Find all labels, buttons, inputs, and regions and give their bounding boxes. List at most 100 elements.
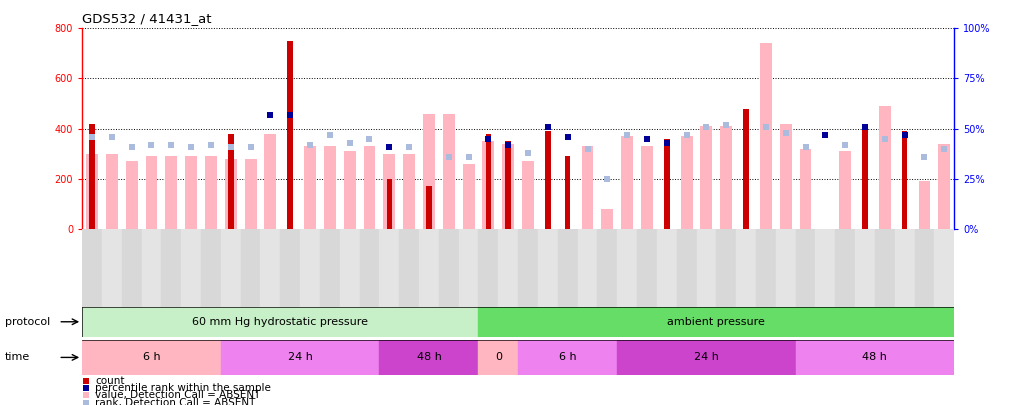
Bar <box>503 144 514 229</box>
Bar <box>459 229 478 332</box>
Bar <box>463 164 474 229</box>
Bar <box>241 229 261 332</box>
Bar <box>426 186 432 229</box>
Bar <box>839 151 852 229</box>
Bar <box>914 229 935 332</box>
Bar <box>664 139 670 229</box>
Bar <box>578 229 597 332</box>
Bar <box>677 229 697 332</box>
Bar <box>106 153 118 229</box>
Bar <box>439 229 459 332</box>
Bar <box>125 161 137 229</box>
Bar <box>221 229 241 332</box>
Text: count: count <box>95 376 125 386</box>
Text: rank, Detection Call = ABSENT: rank, Detection Call = ABSENT <box>95 398 255 405</box>
Bar <box>482 141 495 229</box>
Text: 60 mm Hg hydrostatic pressure: 60 mm Hg hydrostatic pressure <box>192 317 368 327</box>
Bar <box>565 156 570 229</box>
Bar <box>86 153 97 229</box>
Bar <box>582 146 593 229</box>
Bar <box>855 229 875 332</box>
Bar <box>895 229 914 332</box>
Bar <box>499 229 518 332</box>
Bar <box>221 340 380 375</box>
Bar <box>122 229 142 332</box>
Text: 48 h: 48 h <box>417 352 441 362</box>
Bar <box>601 209 614 229</box>
Text: 48 h: 48 h <box>863 352 887 362</box>
Bar <box>205 156 216 229</box>
Text: 0: 0 <box>495 352 502 362</box>
Bar <box>795 340 954 375</box>
Bar <box>399 229 419 332</box>
Bar <box>225 159 237 229</box>
Bar <box>862 129 868 229</box>
Bar <box>287 41 293 229</box>
Bar <box>478 229 499 332</box>
Bar <box>538 229 558 332</box>
Bar <box>380 229 399 332</box>
Bar <box>161 229 182 332</box>
Bar <box>89 124 94 229</box>
Bar <box>697 229 716 332</box>
Bar <box>182 229 201 332</box>
Bar <box>102 229 122 332</box>
Bar <box>82 229 102 332</box>
Bar <box>799 149 812 229</box>
Bar <box>300 229 320 332</box>
Bar <box>82 340 221 375</box>
Bar <box>201 229 221 332</box>
Bar <box>324 146 336 229</box>
Bar <box>485 134 491 229</box>
Bar <box>680 136 693 229</box>
Bar <box>320 229 340 332</box>
Text: 24 h: 24 h <box>287 352 313 362</box>
Text: 6 h: 6 h <box>143 352 160 362</box>
Bar <box>618 340 795 375</box>
Bar <box>506 141 511 229</box>
Bar <box>621 136 633 229</box>
Bar <box>737 229 756 332</box>
Bar <box>518 229 538 332</box>
Bar <box>816 229 835 332</box>
Bar <box>142 229 161 332</box>
Bar <box>558 229 578 332</box>
Text: protocol: protocol <box>5 317 50 327</box>
Text: GDS532 / 41431_at: GDS532 / 41431_at <box>82 12 211 25</box>
Bar <box>835 229 855 332</box>
Text: value, Detection Call = ABSENT: value, Detection Call = ABSENT <box>95 390 261 400</box>
Bar <box>280 229 300 332</box>
Bar <box>760 43 772 229</box>
Bar <box>935 229 954 332</box>
Bar <box>875 229 895 332</box>
Bar <box>641 146 653 229</box>
Bar <box>344 151 356 229</box>
Bar <box>419 229 439 332</box>
Bar <box>756 229 776 332</box>
Bar <box>918 181 931 229</box>
Bar <box>363 146 376 229</box>
Text: time: time <box>5 352 31 362</box>
Bar <box>228 134 234 229</box>
Bar <box>423 113 435 229</box>
Text: 24 h: 24 h <box>694 352 719 362</box>
Bar <box>637 229 657 332</box>
Bar <box>265 134 276 229</box>
Bar <box>359 229 380 332</box>
Text: percentile rank within the sample: percentile rank within the sample <box>95 383 271 393</box>
Text: ambient pressure: ambient pressure <box>667 317 765 327</box>
Bar <box>380 340 478 375</box>
Bar <box>261 229 280 332</box>
Bar <box>384 153 395 229</box>
Bar <box>795 229 816 332</box>
Bar <box>743 109 749 229</box>
Bar <box>780 124 792 229</box>
Bar <box>939 144 950 229</box>
Bar <box>304 146 316 229</box>
Bar <box>545 131 551 229</box>
Bar <box>879 106 891 229</box>
Bar <box>478 340 518 375</box>
Bar <box>657 229 677 332</box>
Bar <box>518 340 618 375</box>
Bar <box>701 126 712 229</box>
